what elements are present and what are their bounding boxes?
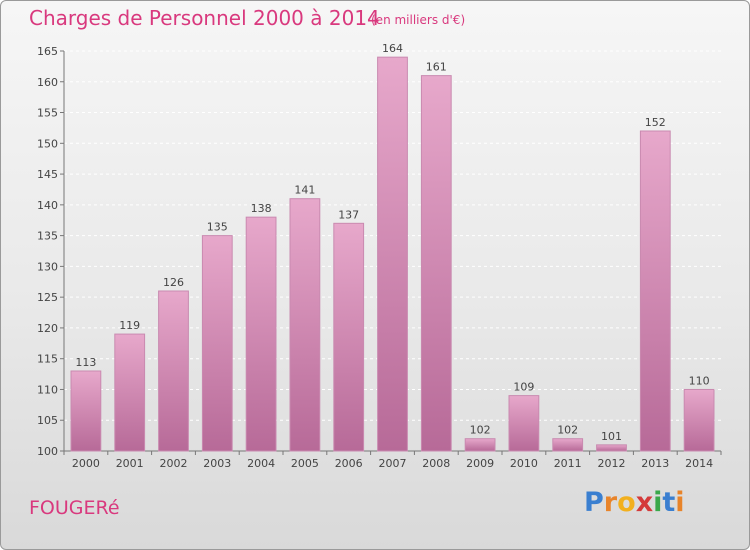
y-tick-label: 130	[37, 260, 58, 273]
data-label: 101	[601, 430, 622, 443]
y-tick-label: 160	[37, 76, 58, 89]
data-label: 141	[294, 184, 315, 197]
data-label: 152	[645, 116, 666, 129]
bar	[114, 333, 146, 452]
y-tick-label: 125	[37, 291, 58, 304]
data-label: 109	[513, 381, 534, 394]
bar	[639, 130, 671, 452]
x-tick-label: 2012	[598, 457, 626, 470]
x-tick-label: 2009	[466, 457, 494, 470]
y-tick-label: 145	[37, 168, 58, 181]
logo-letter: o	[617, 487, 636, 518]
bar	[245, 216, 277, 452]
y-tick-label: 155	[37, 107, 58, 120]
data-label: 102	[557, 424, 578, 437]
data-label: 137	[338, 208, 359, 221]
y-tick-label: 110	[37, 383, 58, 396]
x-tick-label: 2004	[247, 457, 275, 470]
chart-title: Charges de Personnel 2000 à 2014	[29, 6, 380, 30]
x-tick-label: 2011	[554, 457, 582, 470]
logo-letter: i	[675, 487, 685, 518]
logo-letter: x	[635, 487, 654, 518]
commune-name: FOUGERé	[29, 497, 120, 519]
x-tick-label: 2007	[379, 457, 407, 470]
y-tick-label: 120	[37, 322, 58, 335]
x-tick-label: 2006	[335, 457, 363, 470]
bar	[596, 444, 627, 452]
bar	[333, 222, 365, 452]
bar	[552, 438, 584, 452]
chart-subtitle: (en milliers d'€)	[371, 13, 466, 27]
bar	[70, 370, 102, 452]
logo-letter: i	[653, 487, 663, 518]
data-label: 126	[163, 276, 184, 289]
x-tick-label: 2013	[641, 457, 669, 470]
y-tick-label: 105	[37, 414, 58, 427]
data-label: 164	[382, 42, 403, 55]
bar	[289, 198, 321, 452]
x-tick-label: 2010	[510, 457, 538, 470]
x-tick-label: 2008	[422, 457, 450, 470]
data-label: 110	[689, 374, 710, 387]
x-tick-label: 2000	[72, 457, 100, 470]
x-tick-label: 2014	[685, 457, 713, 470]
data-label: 138	[251, 202, 272, 215]
logo-letter: P	[584, 487, 604, 518]
bar	[420, 75, 452, 452]
y-tick-label: 140	[37, 199, 58, 212]
data-label: 161	[426, 61, 447, 74]
x-tick-label: 2001	[116, 457, 144, 470]
logo-letter: r	[603, 487, 618, 518]
data-label: 102	[470, 424, 491, 437]
bar	[683, 388, 715, 452]
y-tick-label: 135	[37, 230, 58, 243]
bar	[377, 56, 408, 452]
data-label: 119	[119, 319, 140, 332]
y-tick-label: 115	[37, 353, 58, 366]
x-tick-label: 2002	[160, 457, 188, 470]
bar	[158, 290, 189, 452]
x-tick-label: 2005	[291, 457, 319, 470]
bar	[201, 235, 233, 452]
proxiti-logo: Proxiti	[584, 487, 685, 518]
x-tick-label: 2003	[203, 457, 231, 470]
y-tick-label: 165	[37, 45, 58, 58]
y-tick-label: 100	[37, 445, 58, 458]
data-label: 135	[207, 221, 228, 234]
bar	[464, 438, 496, 452]
y-tick-label: 150	[37, 137, 58, 150]
data-label: 113	[75, 356, 96, 369]
bar	[508, 395, 540, 452]
logo-letter: t	[662, 487, 676, 518]
